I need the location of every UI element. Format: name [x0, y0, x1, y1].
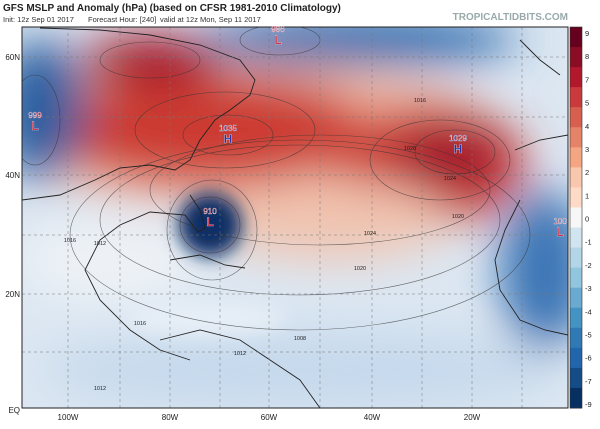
lon-label: 20W	[464, 413, 481, 422]
colorbar-swatch	[570, 367, 582, 389]
colorbar-label: -5	[585, 330, 592, 339]
contour-label: 1020	[452, 214, 464, 220]
colorbar-swatch	[570, 327, 582, 349]
lat-label: 40N	[5, 171, 20, 180]
colorbar-label: -6	[585, 354, 592, 363]
contour-label: 1008	[294, 336, 306, 342]
colorbar-label: -7	[585, 377, 592, 386]
lon-label: 100W	[58, 413, 79, 422]
site: TROPICALTIDBITS.COM	[453, 12, 568, 23]
title: GFS MSLP and Anomaly (hPa) (based on CFS…	[3, 3, 341, 14]
center-letter: L	[274, 33, 281, 47]
colorbar-label: -4	[585, 307, 592, 316]
colorbar-swatch	[570, 267, 582, 289]
colorbar-label: -9	[585, 400, 592, 409]
colorbar-label: -3	[585, 284, 592, 293]
center-letter: L	[556, 225, 563, 239]
lat-label: EQ	[8, 406, 20, 415]
forecast-hour: Forecast Hour: [240]	[88, 15, 156, 24]
lat-label: 20N	[5, 290, 20, 299]
contour-label: 1012	[94, 386, 106, 392]
colorbar-label: 4	[585, 122, 589, 131]
lat-label: 60N	[5, 53, 20, 62]
colorbar-label: 8	[585, 52, 589, 61]
contour-label: 1016	[414, 98, 426, 104]
contour-label: 1016	[134, 321, 146, 327]
contour-label: 1012	[234, 351, 246, 357]
colorbar-swatch	[570, 347, 582, 369]
contour-label: 1020	[354, 266, 366, 272]
center-letter: H	[224, 132, 233, 146]
colorbar-frame	[569, 26, 583, 409]
colorbar-swatch	[570, 207, 582, 229]
center-letter: L	[206, 215, 213, 229]
colorbar-swatch	[570, 387, 582, 409]
colorbar-swatch	[570, 147, 582, 168]
lon-label: 40W	[364, 413, 381, 422]
colorbar-label: -1	[585, 238, 592, 247]
colorbar-label: -2	[585, 261, 592, 270]
valid-time: valid at 12z Mon, Sep 11 2017	[160, 15, 261, 24]
map-field	[22, 27, 568, 408]
center-value: 986	[271, 25, 285, 34]
colorbar-swatch	[570, 47, 582, 68]
map-frame	[21, 26, 569, 409]
contour-label: 1016	[64, 238, 76, 244]
colorbar-swatch	[570, 287, 582, 309]
colorbar-swatch	[570, 187, 582, 208]
colorbar: 9 8 7 5 4 3 2 1 0 -1 -2 -3 -4 -5 -6 -7 -9	[569, 26, 592, 409]
contour-label: 1024	[364, 231, 376, 237]
colorbar-swatch	[570, 27, 582, 48]
colorbar-swatch	[570, 227, 582, 249]
center-value: 100	[553, 217, 567, 226]
colorbar-label: 1	[585, 191, 589, 200]
contour-label: 1012	[94, 241, 106, 247]
colorbar-swatch	[570, 127, 582, 148]
colorbar-label: 0	[585, 215, 589, 224]
center-value: 910	[203, 207, 217, 216]
center-value: 1029	[449, 134, 467, 143]
lon-label: 60W	[261, 413, 278, 422]
colorbar-swatch	[570, 67, 582, 88]
center-value: 999	[28, 111, 42, 120]
lon-label: 80W	[162, 413, 179, 422]
colorbar-label: 9	[585, 29, 589, 38]
colorbar-label: 3	[585, 145, 589, 154]
colorbar-swatch	[570, 167, 582, 188]
contour-label: 1028	[404, 146, 416, 152]
colorbar-swatch	[570, 247, 582, 269]
colorbar-label: 7	[585, 75, 589, 84]
center-letter: L	[31, 119, 38, 133]
colorbar-swatch	[570, 307, 582, 329]
init: Init: 12z Sep 01 2017	[3, 15, 74, 24]
center-letter: H	[454, 142, 463, 156]
center-value: 1035	[219, 124, 237, 133]
colorbar-label: 5	[585, 99, 589, 108]
colorbar-label: 2	[585, 168, 589, 177]
colorbar-swatch	[570, 107, 582, 128]
colorbar-swatch	[570, 87, 582, 108]
contour-label: 1024	[444, 176, 456, 182]
